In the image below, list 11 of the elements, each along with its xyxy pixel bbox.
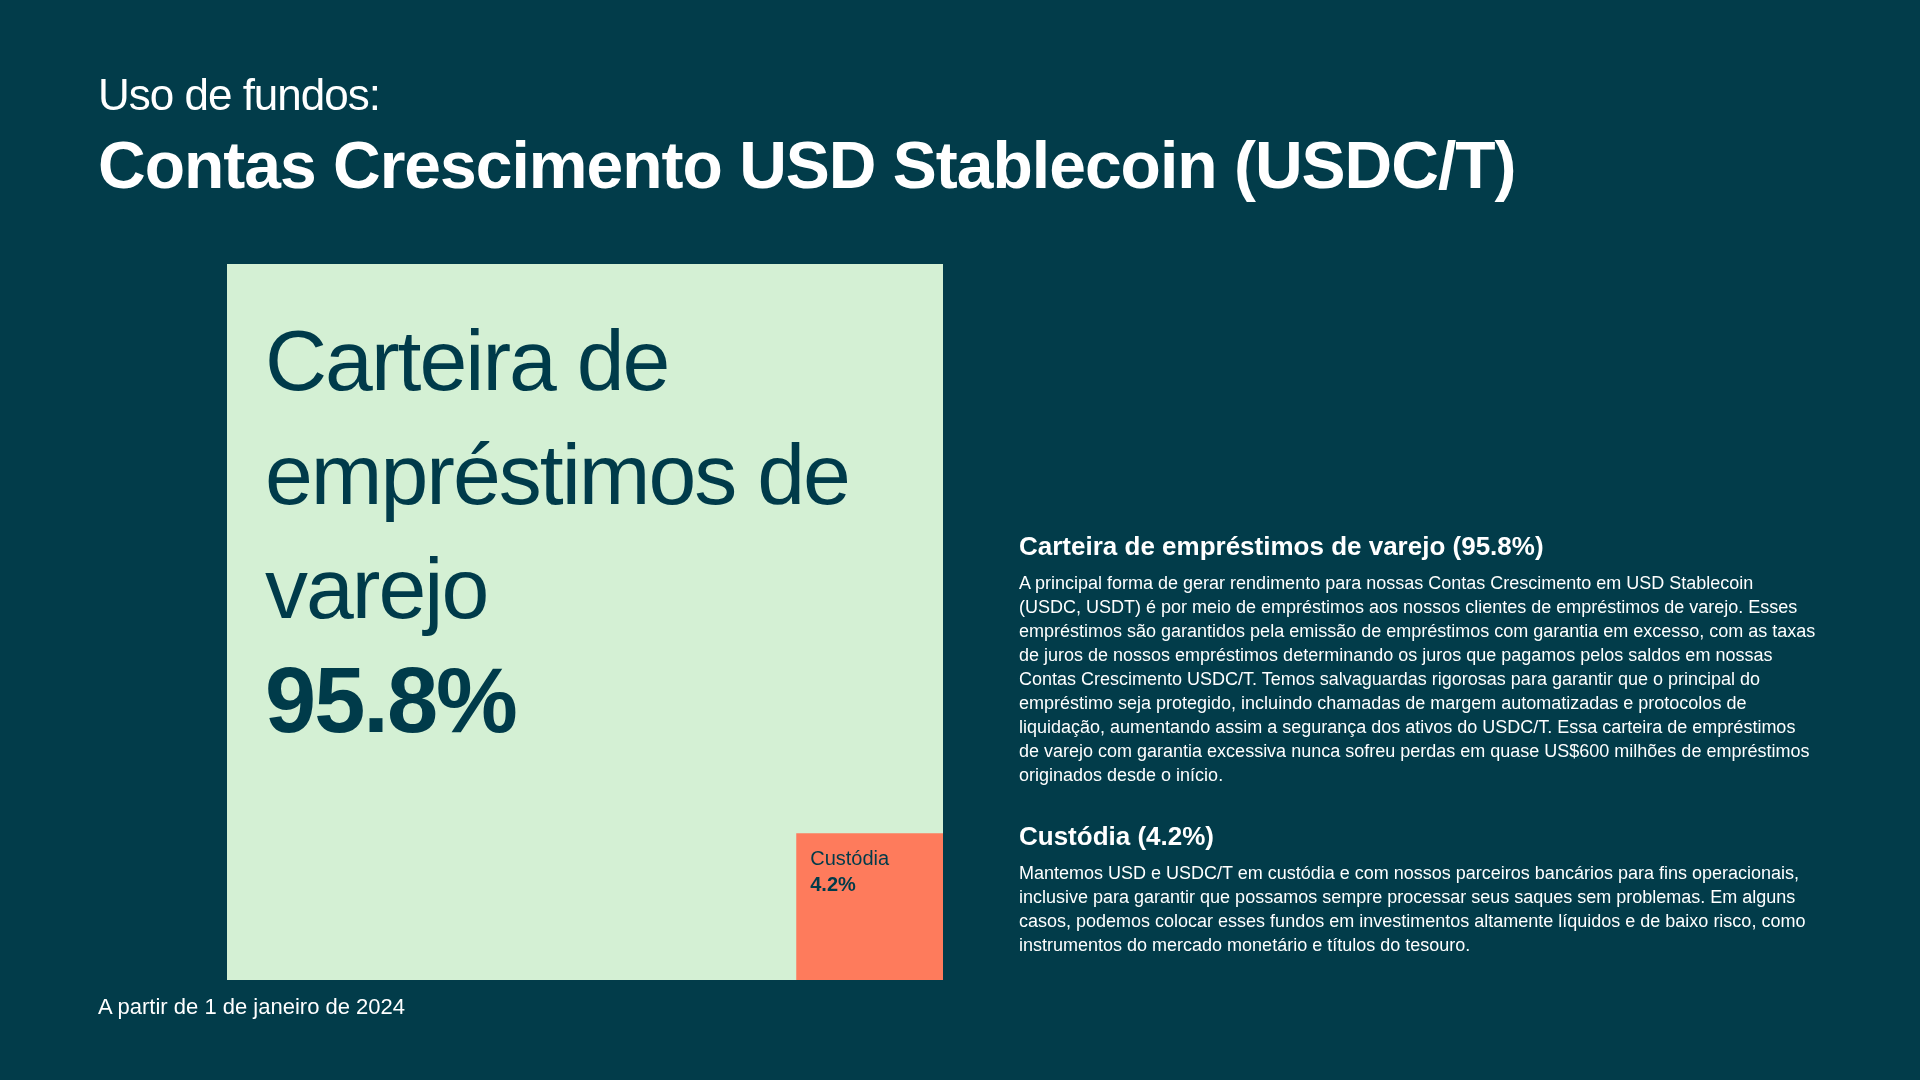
data-label: 95.8% [265,649,517,751]
text: A partir de 1 de janeiro de 2024 [98,994,406,1019]
data-label: 4.2% [810,873,857,896]
text: A principal forma de gerar rendimento para nossas Contas Crescimento em USD Stablecoin (USDC, USDT) é por meio de empréstimos aos nossos clientes de empréstimos de varejo. Esses empréstimos são garantidos pela emissão de empréstimos com garantia em excesso, com as taxas de juros de nossos empréstimos determinando os juros que pagamos pelos saldos em nossas Contas Crescimento USDC/T. Temos salvaguardas rigorosas para garantir que o principal do empréstimo seja protegido, incluindo chamadas de margem automatizadas e protocolos de liquidação, aumentando assim a segurança dos ativos do USDC/T. Essa carteira de empréstimos de varejo com garantia excessiva nunca sofreu perdas em quase US$600 milhões de empréstimos originados desde o início. [1019,573,1816,785]
text: Mantemos USD e USDC/T em custódia e com nossos parceiros bancários para fins operacionais, inclusive para garantir que possamos sempre processar seus saques sem problemas. Em alguns casos, podemos colocar esses fundos em investimentos altamente líquidos e de baixo risco, como instrumentos do mercado monetário e títulos do tesouro. [1019,863,1806,955]
text: Contas Crescimento USD Stablecoin (USDC/T) [98,128,1516,202]
category-label: Carteira de empréstimos de varejo [265,312,849,636]
text: Custódia (4.2%) [1019,821,1215,851]
text: Uso de fundos: [98,70,380,119]
category-label: Custódia [810,847,891,870]
text: Carteira de empréstimos de varejo (95.8%) [1019,531,1544,561]
